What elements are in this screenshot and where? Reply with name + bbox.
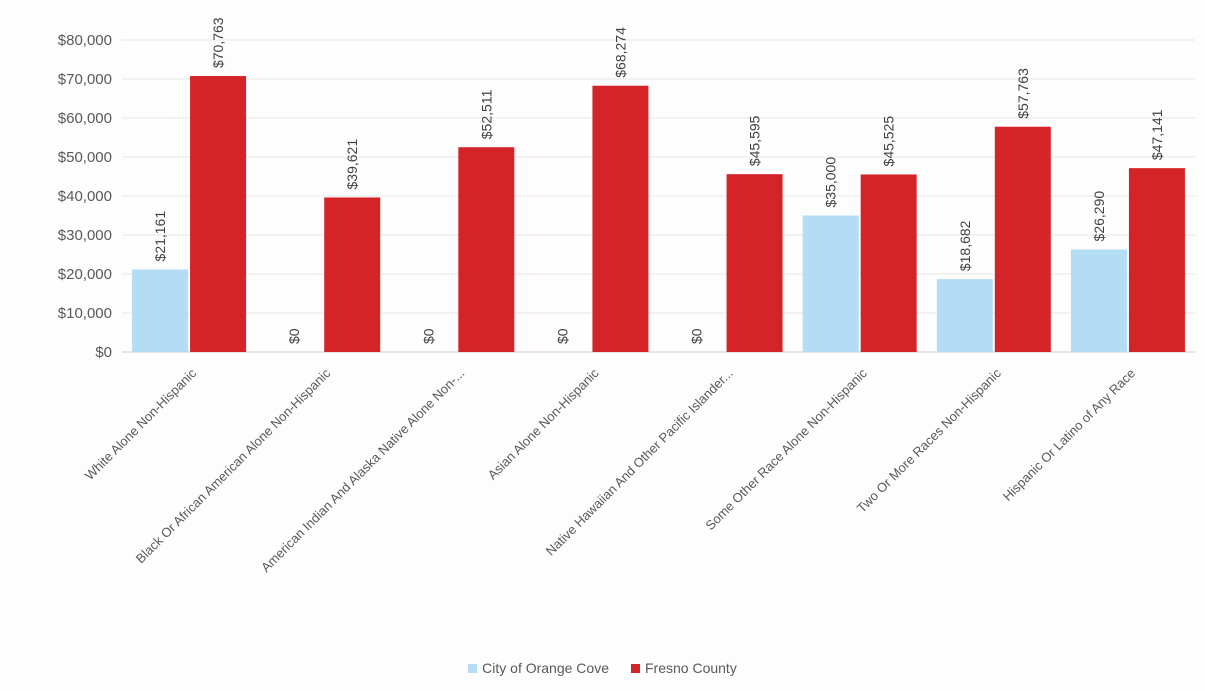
y-tick-label: $20,000 — [58, 266, 112, 283]
bar-fresno-county — [860, 174, 917, 352]
x-category-label: White Alone Non-Hispanic — [82, 365, 200, 483]
legend: City of Orange Cove Fresno County — [0, 660, 1205, 676]
bar-fresno-county — [458, 147, 515, 352]
legend-swatch-orange-cove — [468, 663, 478, 673]
data-label: $26,290 — [1091, 191, 1107, 242]
y-tick-label: $30,000 — [58, 227, 112, 244]
bar-orange-cove — [802, 215, 859, 352]
data-label: $45,525 — [881, 116, 897, 167]
data-label: $57,763 — [1015, 68, 1031, 119]
data-label: $47,141 — [1149, 109, 1165, 160]
bar-fresno-county — [592, 85, 649, 353]
y-tick-label: $40,000 — [58, 188, 112, 205]
y-tick-label: $10,000 — [58, 305, 112, 322]
x-category-label: Some Other Race Alone Non-Hispanic — [702, 365, 870, 533]
bar-fresno-county — [324, 197, 381, 352]
legend-item-orange-cove: City of Orange Cove — [468, 660, 609, 676]
data-label: $35,000 — [823, 157, 839, 208]
y-tick-label: $70,000 — [58, 71, 112, 88]
legend-label-orange-cove: City of Orange Cove — [482, 660, 609, 676]
data-label: $0 — [554, 328, 570, 344]
bar-orange-cove — [132, 269, 189, 352]
data-label: $21,161 — [152, 211, 168, 262]
data-label: $18,682 — [957, 220, 973, 271]
data-label: $0 — [286, 328, 302, 344]
legend-label-fresno-county: Fresno County — [645, 660, 737, 676]
x-category-label: Two Or More Races Non-Hispanic — [854, 365, 1004, 515]
x-category-label: American Indian And Alaska Native Alone … — [258, 366, 467, 575]
bar-fresno-county — [190, 76, 247, 353]
data-label: $52,511 — [478, 89, 494, 139]
data-label: $0 — [420, 328, 436, 344]
y-tick-label: $0 — [95, 344, 112, 361]
data-label: $45,595 — [747, 115, 763, 166]
data-label: $39,621 — [344, 139, 360, 190]
x-category-label: Hispanic Or Latino of Any Race — [1000, 366, 1138, 504]
bar-fresno-county — [726, 174, 783, 352]
legend-item-fresno-county: Fresno County — [631, 660, 737, 676]
y-tick-label: $60,000 — [58, 110, 112, 127]
x-category-label: Asian Alone Non-Hispanic — [485, 365, 602, 482]
legend-swatch-fresno-county — [631, 663, 640, 673]
data-label: $68,274 — [612, 27, 628, 78]
bar-orange-cove — [936, 279, 993, 352]
y-tick-label: $50,000 — [58, 149, 112, 166]
data-label: $0 — [689, 328, 705, 344]
bar-orange-cove — [1070, 249, 1127, 352]
bar-fresno-county — [994, 126, 1051, 352]
bar-fresno-county — [1128, 168, 1185, 352]
y-tick-label: $80,000 — [58, 32, 112, 49]
data-label: $70,763 — [210, 17, 226, 68]
